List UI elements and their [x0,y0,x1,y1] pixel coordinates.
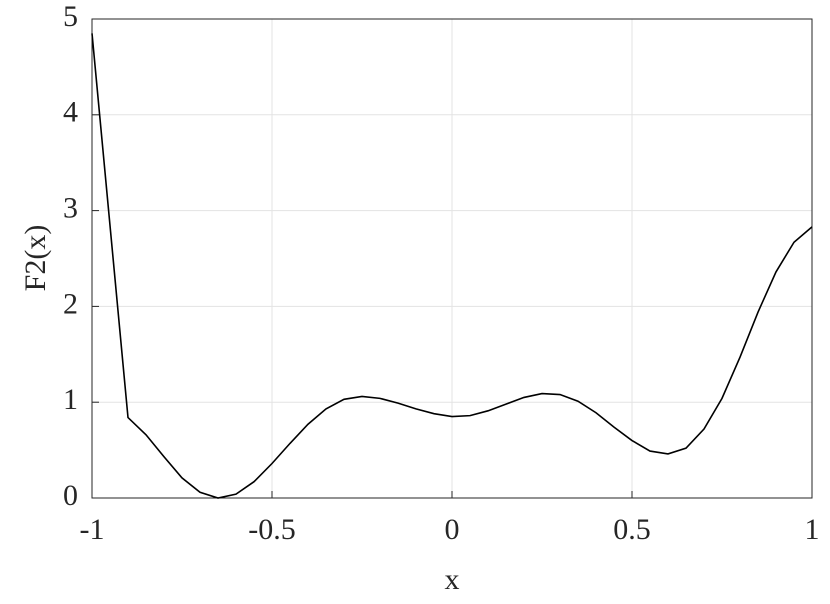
x-axis-label: x [445,563,460,596]
y-tick-label: 1 [63,383,78,416]
y-tick-label: 4 [63,96,78,129]
x-tick-label: 1 [805,513,820,546]
y-tick-label: 0 [63,479,78,512]
x-tick-label: 0.5 [613,513,651,546]
x-tick-label: 0 [445,513,460,546]
x-tick-label: -0.5 [248,513,296,546]
y-axis-label: F2(x) [19,225,52,292]
y-tick-label: 5 [63,0,78,33]
y-tick-label: 3 [63,191,78,224]
y-tick-label: 2 [63,287,78,320]
plot-frame [91,18,813,499]
data-line [91,33,813,499]
x-tick-label: -1 [80,513,105,546]
